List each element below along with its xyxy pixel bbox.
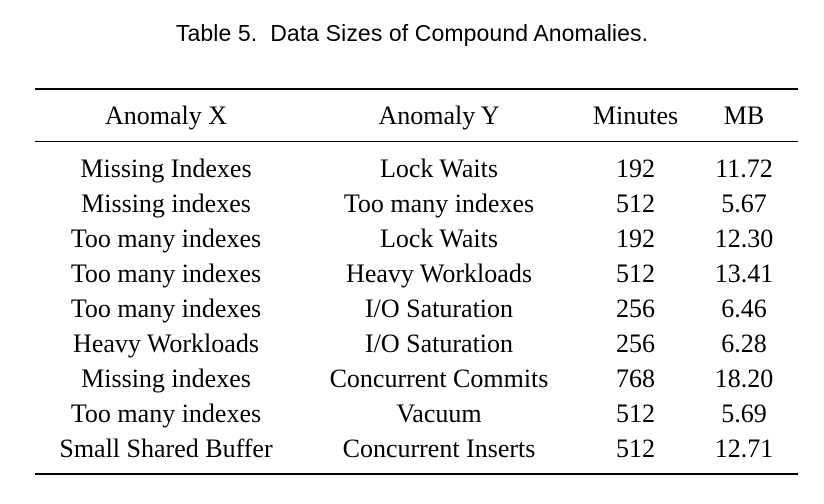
cell-anomaly-y: Vacuum <box>396 399 482 428</box>
table-row: Heavy Workloads I/O Saturation 256 6.28 <box>35 326 798 361</box>
cell-mb: 13.41 <box>714 259 774 288</box>
cell-anomaly-x: Too many indexes <box>70 294 262 323</box>
cell-minutes: 512 <box>616 399 655 428</box>
header-row: Anomaly X Anomaly Y Minutes MB <box>35 89 798 142</box>
cell-minutes: 256 <box>616 294 655 323</box>
cell-anomaly-y: I/O Saturation <box>364 329 514 358</box>
table-row: Too many indexes Lock Waits 192 12.30 <box>35 221 798 256</box>
table-body: Missing Indexes Lock Waits 192 11.72 Mis… <box>35 142 798 474</box>
column-header-mb: MB <box>723 100 765 130</box>
column-header-minutes: Minutes <box>592 100 679 130</box>
table-row: Missing Indexes Lock Waits 192 11.72 <box>35 142 798 187</box>
table-row: Missing indexes Too many indexes 512 5.6… <box>35 186 798 221</box>
cell-minutes: 192 <box>616 224 655 253</box>
cell-anomaly-y: Concurrent Inserts <box>342 434 536 463</box>
table-header: Anomaly X Anomaly Y Minutes MB <box>35 89 798 142</box>
cell-minutes: 512 <box>616 189 655 218</box>
cell-mb: 6.46 <box>721 294 767 323</box>
table-row: Missing indexes Concurrent Commits 768 1… <box>35 361 798 396</box>
data-table-container: Anomaly X Anomaly Y Minutes MB Missing I… <box>35 88 798 475</box>
column-header-anomaly-x: Anomaly X <box>104 100 228 130</box>
column-header-anomaly-y: Anomaly Y <box>378 100 500 130</box>
cell-minutes: 192 <box>616 154 655 183</box>
cell-mb: 5.69 <box>721 399 767 428</box>
cell-minutes: 512 <box>616 259 655 288</box>
cell-minutes: 768 <box>616 364 655 393</box>
cell-minutes: 256 <box>616 329 655 358</box>
cell-anomaly-y: I/O Saturation <box>364 294 514 323</box>
cell-anomaly-y: Concurrent Commits <box>329 364 549 393</box>
cell-anomaly-x: Missing Indexes <box>80 154 252 183</box>
cell-mb: 5.67 <box>721 189 767 218</box>
cell-mb: 18.20 <box>714 364 774 393</box>
table-row: Too many indexes Vacuum 512 5.69 <box>35 396 798 431</box>
compound-anomalies-table: Anomaly X Anomaly Y Minutes MB Missing I… <box>35 88 798 475</box>
table-row: Too many indexes I/O Saturation 256 6.46 <box>35 291 798 326</box>
cell-anomaly-x: Too many indexes <box>70 399 262 428</box>
cell-anomaly-x: Heavy Workloads <box>73 329 259 358</box>
table-row: Too many indexes Heavy Workloads 512 13.… <box>35 256 798 291</box>
cell-anomaly-x: Too many indexes <box>70 259 262 288</box>
cell-anomaly-y: Heavy Workloads <box>346 259 532 288</box>
cell-anomaly-y: Lock Waits <box>379 224 498 253</box>
cell-mb: 12.30 <box>714 224 774 253</box>
cell-anomaly-x: Small Shared Buffer <box>59 434 273 463</box>
cell-anomaly-x: Missing indexes <box>81 364 251 393</box>
table-row: Small Shared Buffer Concurrent Inserts 5… <box>35 431 798 474</box>
cell-anomaly-y: Too many indexes <box>343 189 535 218</box>
table-caption: Table 5. Data Sizes of Compound Anomalie… <box>175 20 649 46</box>
cell-anomaly-y: Lock Waits <box>379 154 498 183</box>
cell-minutes: 512 <box>616 434 655 463</box>
cell-anomaly-x: Missing indexes <box>81 189 251 218</box>
cell-mb: 6.28 <box>721 329 767 358</box>
cell-mb: 12.71 <box>714 434 774 463</box>
cell-mb: 11.72 <box>715 154 773 183</box>
cell-anomaly-x: Too many indexes <box>70 224 262 253</box>
